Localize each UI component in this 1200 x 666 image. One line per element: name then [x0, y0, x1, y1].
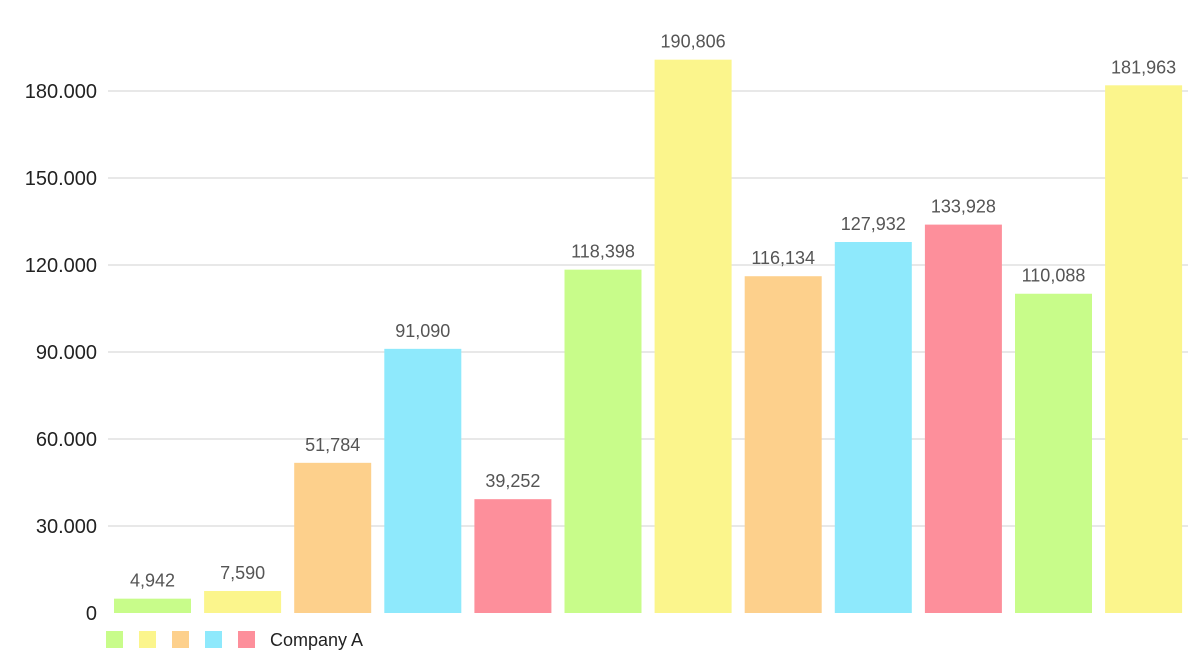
data-label: 110,088: [1022, 266, 1086, 286]
bar: [1015, 293, 1092, 613]
data-label: 181,963: [1111, 57, 1176, 77]
data-label: 116,134: [751, 248, 815, 268]
y-tick-label: 90.000: [36, 342, 97, 364]
data-label: 91,090: [395, 321, 450, 341]
y-axis: 0 30.000 60.000 90.000 120.000 150.000 180.000: [25, 81, 97, 625]
data-label: 4,942: [130, 571, 175, 591]
bars: [114, 59, 1183, 614]
data-label: 51,784: [305, 435, 360, 455]
legend: Company A: [106, 630, 363, 650]
data-label: 7,590: [220, 563, 265, 583]
bar: [474, 499, 552, 613]
bar: [564, 269, 642, 613]
bar: [744, 276, 822, 613]
value-labels: 4,942 7,590 51,784 91,090 39,252 118,398 190,8…: [130, 32, 1176, 591]
legend-swatch: [238, 631, 255, 648]
data-label: 39,252: [485, 471, 540, 491]
data-label: 133,928: [931, 197, 996, 217]
data-label: 127,932: [841, 214, 906, 234]
data-label: 190,806: [661, 32, 726, 52]
legend-swatch: [205, 631, 222, 648]
legend-label: Company A: [270, 630, 363, 650]
legend-swatch: [106, 631, 123, 648]
y-tick-label: 0: [86, 603, 97, 625]
bar: [654, 59, 732, 614]
y-tick-label: 30.000: [36, 516, 97, 538]
bar: [1105, 85, 1183, 613]
bar: [384, 348, 462, 613]
legend-swatch: [139, 631, 156, 648]
y-tick-label: 180.000: [25, 81, 97, 103]
data-label: 118,398: [571, 242, 635, 262]
bar: [924, 224, 1002, 613]
bar: [294, 462, 372, 613]
y-tick-label: 60.000: [36, 429, 97, 451]
legend-swatch: [172, 631, 189, 648]
bar: [834, 241, 912, 613]
grid-lines: [108, 90, 1188, 527]
bar: [114, 598, 191, 613]
y-tick-label: 120.000: [25, 255, 97, 277]
y-tick-label: 150.000: [25, 168, 97, 190]
bar: [204, 590, 282, 613]
